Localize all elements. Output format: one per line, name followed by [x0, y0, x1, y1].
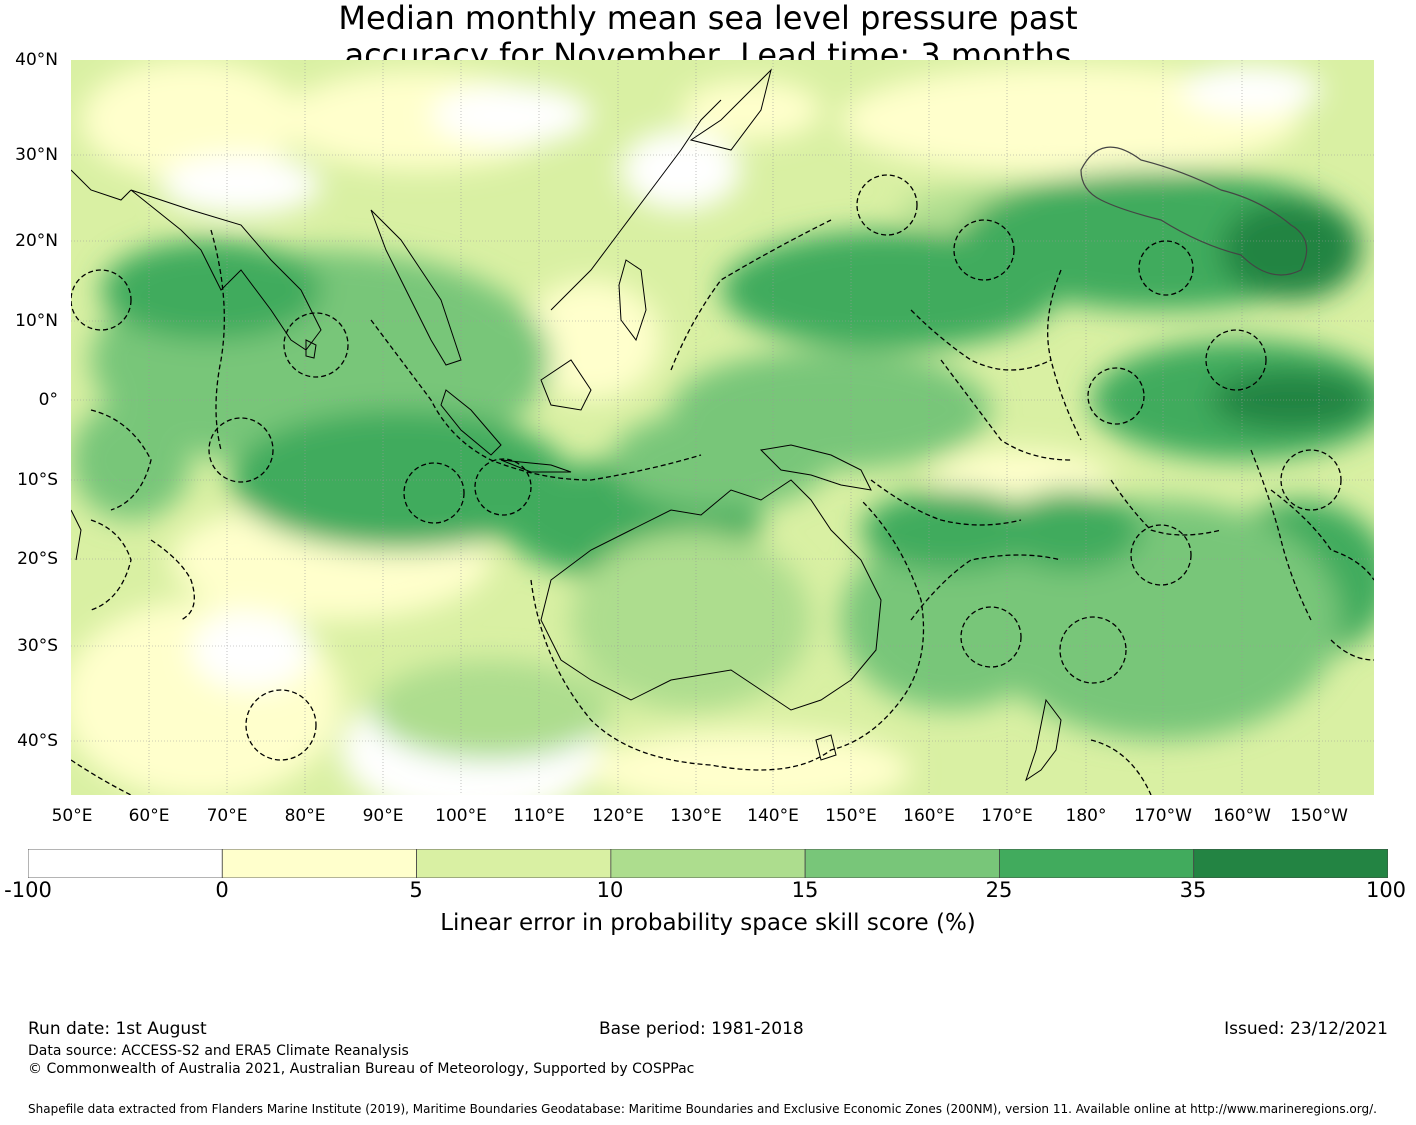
indochina-coastline [370, 209, 462, 366]
lat-label-40s: 40°S [17, 731, 58, 751]
colorbar-tick-label: 35 [1179, 878, 1207, 902]
philippines-coastline [618, 259, 647, 342]
lon-label-170e: 170°E [981, 806, 1033, 826]
colorbar-tick-label: 10 [596, 878, 624, 902]
map-title-line1: Median monthly mean sea level pressure p… [338, 0, 1078, 37]
data-source: Data source: ACCESS-S2 and ERA5 Climate … [28, 1043, 409, 1059]
colorbar-tick-label: 100 [1365, 878, 1407, 902]
graticule [71, 60, 1374, 795]
colorbar-label: Linear error in probability space skill … [440, 910, 976, 936]
lon-label-170w: 170°W [1134, 806, 1192, 826]
lon-label-100e: 100°E [435, 806, 487, 826]
colorbar-bin [610, 848, 806, 879]
base-period: Base period: 1981-2018 [599, 1019, 804, 1039]
java-coastline [500, 459, 572, 473]
lon-label-130e: 130°E [670, 806, 722, 826]
lat-label-10s: 10°S [17, 470, 58, 490]
lon-label-60e: 60°E [128, 806, 170, 826]
colorbar-tick-label: 0 [215, 878, 229, 902]
lat-label-20n: 20°N [15, 231, 58, 251]
run-date: Run date: 1st August [28, 1019, 207, 1039]
colorbar-bin [804, 848, 1000, 879]
lon-label-110e: 110°E [513, 806, 565, 826]
lon-label-180: 180° [1065, 806, 1107, 826]
colorbar-bin [1193, 848, 1389, 879]
colorbar-bin [999, 848, 1195, 879]
lon-label-140e: 140°E [747, 806, 799, 826]
lon-label-150e: 150°E [825, 806, 877, 826]
lat-label-0: 0° [38, 390, 58, 410]
lon-label-120e: 120°E [592, 806, 644, 826]
issued-date: Issued: 23/12/2021 [1224, 1019, 1388, 1039]
africa-coastline [71, 509, 82, 561]
skill-field [71, 60, 1374, 795]
japan-coastline [689, 68, 772, 151]
new-guinea-coastline [759, 444, 872, 491]
colorbar-tick-label: 15 [791, 878, 819, 902]
colorbar-bin [416, 848, 612, 879]
tasmania-coastline [815, 734, 837, 761]
eez-boundaries [71, 174, 1374, 795]
lon-label-70e: 70°E [206, 806, 248, 826]
new-zealand-coastline [1025, 698, 1062, 782]
lat-label-20s: 20°S [17, 549, 58, 569]
shapefile-credit: Shapefile data extracted from Flanders M… [28, 1102, 1377, 1116]
skill-score-map [71, 60, 1374, 795]
colorbar [27, 848, 1389, 879]
lon-label-50e: 50°E [51, 806, 93, 826]
lon-label-90e: 90°E [362, 806, 404, 826]
coastlines [71, 68, 1062, 782]
colorbar-tick-label: 25 [985, 878, 1013, 902]
lat-label-10n: 10°N [15, 311, 58, 331]
lon-label-80e: 80°E [284, 806, 326, 826]
lat-label-40n: 40°N [15, 50, 58, 70]
lat-label-30s: 30°S [17, 636, 58, 656]
australia-coastline [540, 479, 882, 711]
borneo-coastline [540, 359, 592, 411]
hawaii-eez-outline [1080, 146, 1308, 276]
sri-lanka-coastline [305, 339, 317, 359]
colorbar-tick-label: -100 [4, 878, 52, 902]
colorbar-bin [27, 848, 223, 879]
copyright: © Commonwealth of Australia 2021, Austra… [28, 1061, 695, 1077]
arabia-coastline [71, 169, 132, 201]
colorbar-svg [27, 848, 1389, 879]
lat-label-30n: 30°N [15, 145, 58, 165]
colorbar-tick-label: 5 [409, 878, 423, 902]
china-coastline [550, 99, 722, 311]
india-coastline [130, 189, 322, 351]
sumatra-coastline [440, 389, 502, 456]
lon-label-150w: 150°W [1290, 806, 1348, 826]
lon-label-160e: 160°E [903, 806, 955, 826]
colorbar-bin [221, 848, 417, 879]
lon-label-160w: 160°W [1213, 806, 1271, 826]
